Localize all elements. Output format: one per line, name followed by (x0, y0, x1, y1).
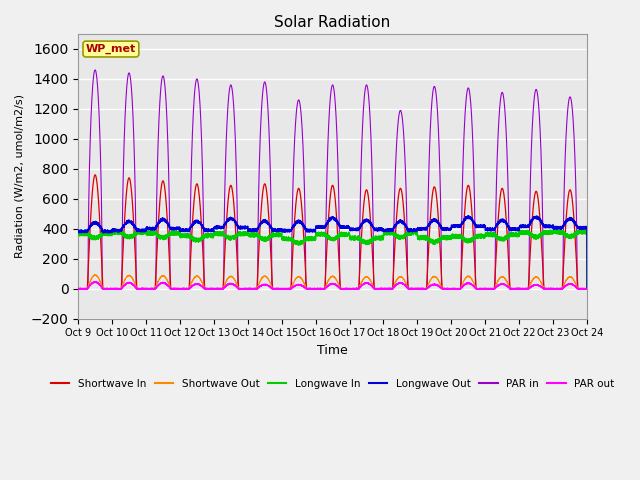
Y-axis label: Radiation (W/m2, umol/m2/s): Radiation (W/m2, umol/m2/s) (15, 95, 25, 258)
Legend: Shortwave In, Shortwave Out, Longwave In, Longwave Out, PAR in, PAR out: Shortwave In, Shortwave Out, Longwave In… (47, 375, 619, 393)
Text: WP_met: WP_met (86, 44, 136, 54)
Title: Solar Radiation: Solar Radiation (275, 15, 390, 30)
X-axis label: Time: Time (317, 344, 348, 357)
